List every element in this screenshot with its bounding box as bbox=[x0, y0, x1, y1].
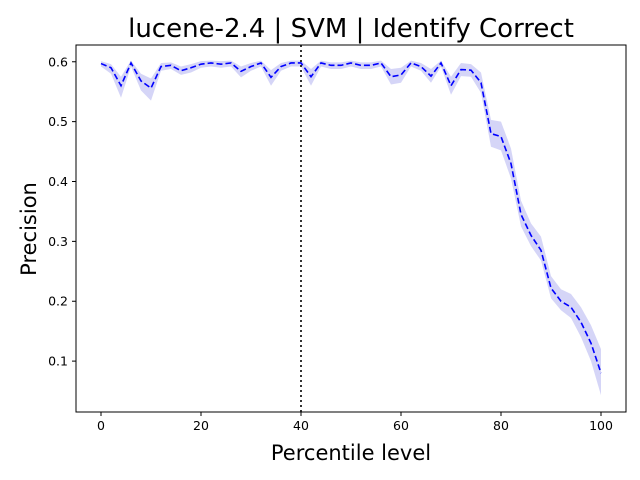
x-tick-label: 0 bbox=[97, 418, 105, 433]
x-tick-label: 100 bbox=[589, 418, 613, 433]
plot-frame bbox=[75, 44, 627, 413]
y-tick-label: 0.4 bbox=[48, 174, 68, 189]
y-axis-label: Precision bbox=[17, 182, 41, 276]
x-axis-label: Percentile level bbox=[271, 441, 431, 465]
y-tick-label: 0.1 bbox=[48, 354, 68, 369]
y-tick-label: 0.6 bbox=[48, 54, 68, 69]
series-0-line bbox=[100, 61, 602, 374]
x-tick-label: 40 bbox=[293, 418, 309, 433]
y-tick-label: 0.5 bbox=[48, 114, 68, 129]
chart-title: lucene-2.4 | SVM | Identify Correct bbox=[128, 14, 574, 44]
y-tick-label: 0.3 bbox=[48, 234, 68, 249]
series-0-confidence-band bbox=[101, 60, 601, 396]
x-tick-label: 20 bbox=[193, 418, 209, 433]
x-tick-label: 80 bbox=[493, 418, 509, 433]
y-tick-label: 0.2 bbox=[48, 294, 68, 309]
x-tick-label: 60 bbox=[393, 418, 409, 433]
